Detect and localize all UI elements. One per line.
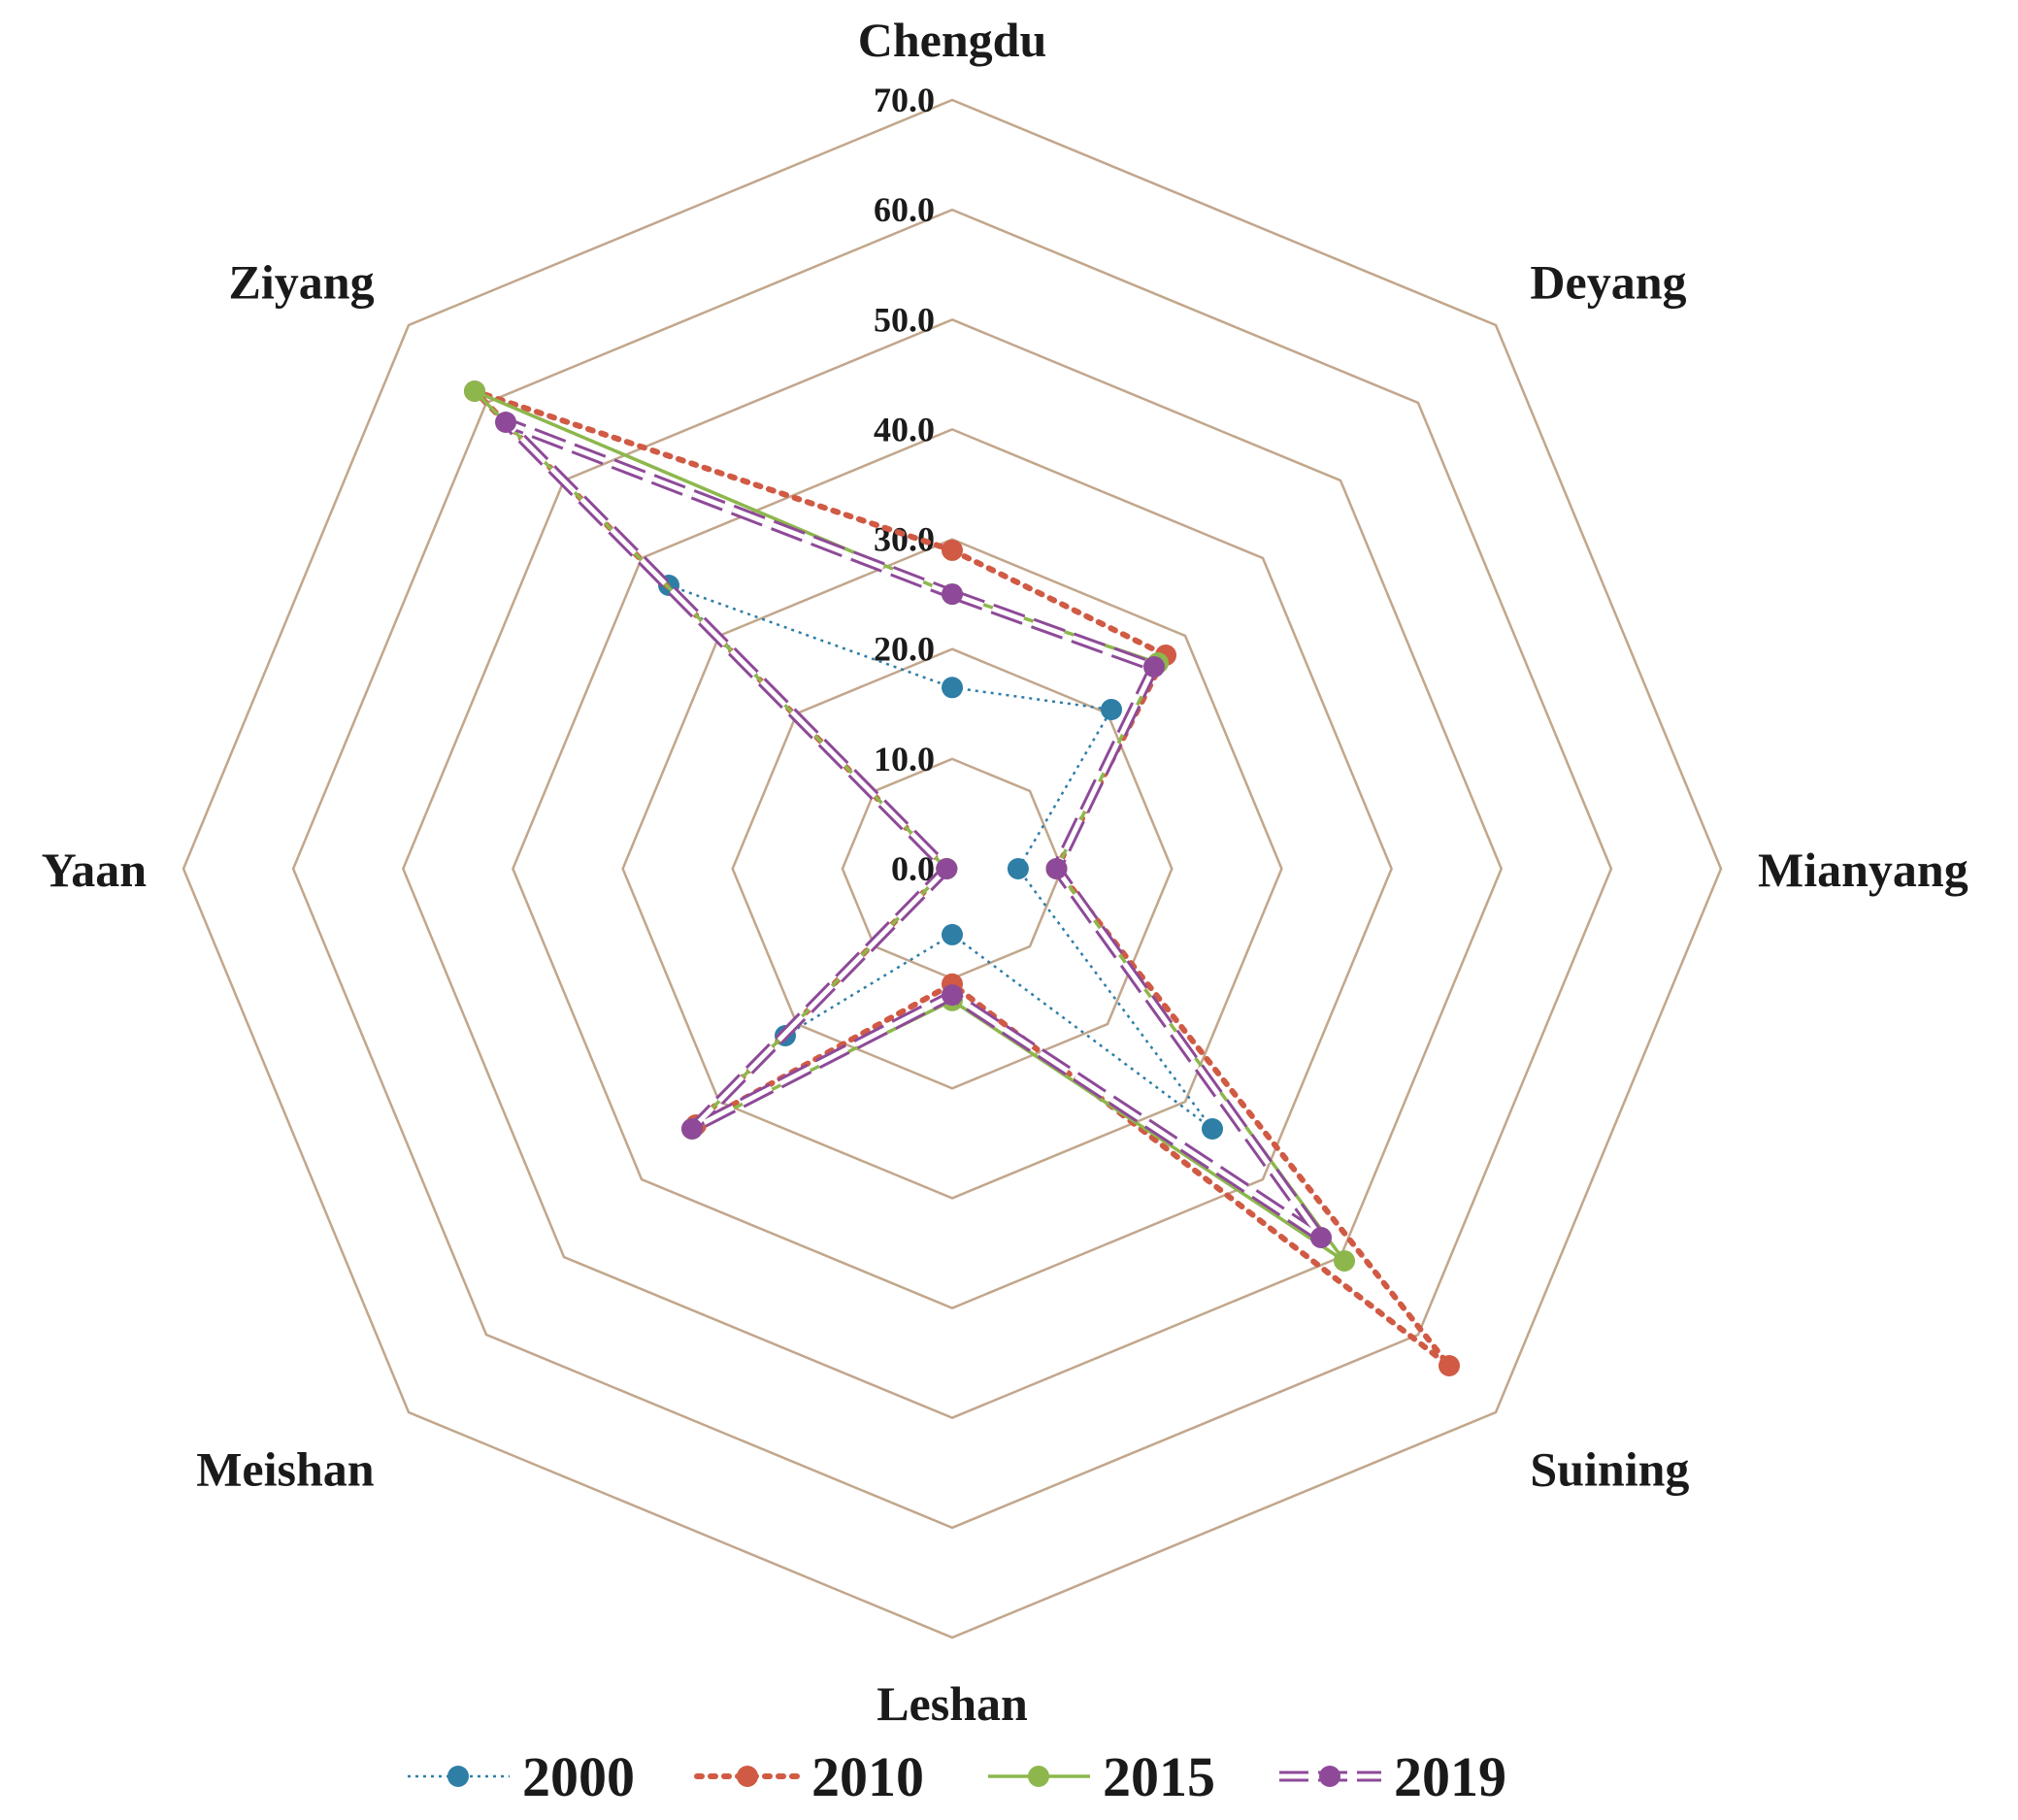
point-2000-leshan bbox=[942, 923, 963, 945]
category-label-chengdu: Chengdu bbox=[858, 13, 1047, 67]
legend-label-2019: 2019 bbox=[1394, 1745, 1506, 1808]
category-label-suining: Suining bbox=[1530, 1441, 1689, 1496]
grid-ring-70 bbox=[182, 98, 1723, 1639]
category-labels: Chengdu Deyang Mianyang Suining Leshan Meisha… bbox=[42, 13, 1968, 1731]
point-2000-deyang bbox=[1101, 699, 1122, 720]
point-2019-leshan bbox=[942, 984, 963, 1007]
category-label-deyang: Deyang bbox=[1530, 255, 1686, 310]
legend-label-2000: 2000 bbox=[522, 1745, 635, 1808]
tick-label: 50.0 bbox=[874, 300, 935, 339]
legend-marker-2000 bbox=[447, 1766, 469, 1787]
point-2000-suining bbox=[1202, 1118, 1223, 1140]
point-2019-meishan bbox=[681, 1118, 703, 1140]
grid-ring-30 bbox=[621, 538, 1283, 1200]
grid-ring-60 bbox=[291, 208, 1613, 1530]
legend-label-2010: 2010 bbox=[811, 1745, 924, 1808]
point-2010-chengdu bbox=[942, 539, 963, 561]
category-label-meishan: Meishan bbox=[196, 1441, 375, 1496]
legend-marker-2010 bbox=[737, 1766, 758, 1787]
grid-ring-50 bbox=[401, 317, 1504, 1420]
legend-item-2000: 2000 bbox=[408, 1745, 635, 1808]
category-label-yaan: Yaan bbox=[42, 843, 148, 897]
point-2019-chengdu bbox=[942, 583, 963, 606]
grid-ring-40 bbox=[512, 428, 1393, 1309]
legend-marker-2015 bbox=[1028, 1766, 1049, 1787]
point-2010-suining bbox=[1439, 1355, 1460, 1376]
tick-labels: 0.010.020.030.040.050.060.070.0 bbox=[874, 81, 935, 888]
point-2015-suining bbox=[1334, 1250, 1355, 1272]
point-2019-ziyang bbox=[495, 412, 516, 433]
point-2019-deyang bbox=[1143, 656, 1165, 678]
legend-marker-2019 bbox=[1319, 1766, 1340, 1787]
series-2019 bbox=[495, 412, 1332, 1248]
point-2000-mianyang bbox=[1007, 858, 1029, 879]
tick-label: 10.0 bbox=[874, 740, 935, 778]
point-2019-mianyang bbox=[1045, 858, 1068, 879]
grid bbox=[182, 98, 1723, 1639]
grid-ring-20 bbox=[731, 647, 1174, 1090]
legend: 2000 2010 2015 2019 bbox=[408, 1745, 1506, 1808]
tick-label: 20.0 bbox=[874, 630, 935, 669]
legend-label-2015: 2015 bbox=[1103, 1745, 1215, 1808]
category-label-ziyang: Ziyang bbox=[229, 255, 375, 310]
legend-item-2015: 2015 bbox=[988, 1745, 1215, 1808]
legend-item-2010: 2010 bbox=[694, 1745, 924, 1808]
point-2019-yaan bbox=[936, 858, 958, 879]
point-2000-chengdu bbox=[942, 677, 963, 699]
tick-label: 40.0 bbox=[874, 410, 935, 448]
category-label-mianyang: Mianyang bbox=[1758, 843, 1968, 897]
point-2019-suining bbox=[1310, 1227, 1332, 1248]
tick-label: 70.0 bbox=[874, 81, 935, 119]
point-2015-ziyang bbox=[464, 381, 485, 402]
tick-label: 60.0 bbox=[874, 190, 935, 229]
category-label-leshan: Leshan bbox=[877, 1676, 1028, 1731]
legend-item-2019: 2019 bbox=[1279, 1745, 1506, 1808]
